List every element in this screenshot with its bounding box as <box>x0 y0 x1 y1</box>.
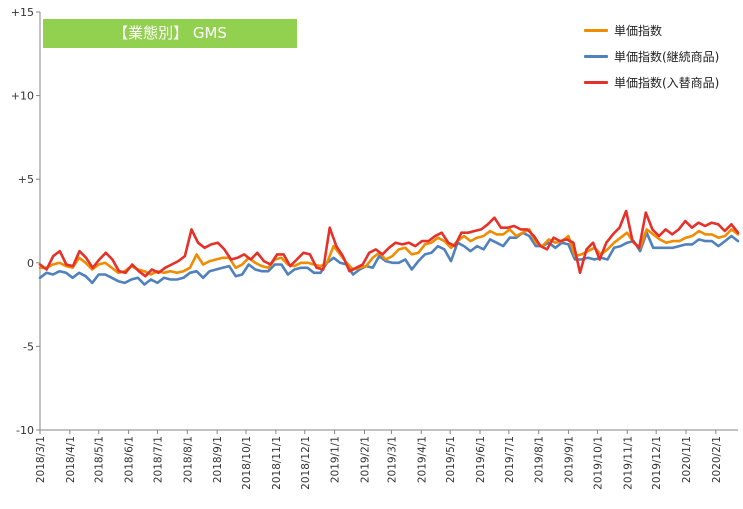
x-tick-label: 2018/6/1 <box>124 436 136 483</box>
legend-swatch <box>584 80 608 84</box>
y-tick-label: +5 <box>18 173 34 186</box>
series-line-0 <box>38 228 740 276</box>
series-line-1 <box>38 231 740 286</box>
x-tick-label: 2020/1/1 <box>681 436 693 483</box>
x-tick-label: 2018/12/1 <box>300 436 312 490</box>
x-axis-ticks: 2018/3/1 2018/4/1 2018/5/1 2018/6/1 2018/7/1… <box>35 430 723 490</box>
legend-item-continuing-products: 単価指数(継続商品) <box>584 43 740 69</box>
x-tick-label: 2019/8/1 <box>534 436 546 483</box>
x-tick-label: 2019/9/1 <box>564 436 576 483</box>
x-tick-label: 2019/11/1 <box>622 436 634 490</box>
y-tick-label: +10 <box>11 90 34 103</box>
y-axis-ticks: +15 +10 +5 0 -5 -10 <box>11 6 40 437</box>
legend-item-unit-price-index: 単価指数 <box>584 17 740 43</box>
legend: 単価指数 単価指数(継続商品) 単価指数(入替商品) <box>584 17 740 95</box>
chart-title: 【業態別】 GMS <box>43 19 297 48</box>
x-tick-label: 2018/4/1 <box>65 436 77 483</box>
x-tick-label: 2019/10/1 <box>592 436 604 490</box>
x-tick-label: 2019/2/1 <box>359 436 371 483</box>
x-tick-label: 2019/5/1 <box>445 436 457 483</box>
x-tick-label: 2018/5/1 <box>94 436 106 483</box>
x-tick-label: 2018/8/1 <box>182 436 194 483</box>
x-tick-label: 2019/1/1 <box>330 436 342 483</box>
x-tick-label: 2019/6/1 <box>475 436 487 483</box>
y-tick-label: +15 <box>11 6 34 19</box>
x-tick-label: 2018/10/1 <box>241 436 253 490</box>
x-tick-label: 2020/2/1 <box>711 436 723 483</box>
legend-swatch <box>584 54 608 58</box>
series-line-2 <box>38 209 740 278</box>
y-tick-label: -10 <box>16 424 34 437</box>
series-layer <box>38 209 740 286</box>
legend-swatch <box>584 28 608 32</box>
x-tick-label: 2019/7/1 <box>504 436 516 483</box>
x-tick-label: 2018/3/1 <box>35 436 47 483</box>
y-tick-label: 0 <box>27 257 34 270</box>
legend-label: 単価指数 <box>614 23 663 38</box>
x-tick-label: 2019/12/1 <box>651 436 663 490</box>
legend-item-replaced-products: 単価指数(入替商品) <box>584 69 740 95</box>
x-tick-label: 2019/4/1 <box>416 436 428 483</box>
x-tick-label: 2018/7/1 <box>152 436 164 483</box>
x-tick-label: 2018/9/1 <box>212 436 224 483</box>
x-tick-label: 2018/11/1 <box>271 436 283 490</box>
y-tick-label: -5 <box>23 340 34 353</box>
legend-label: 単価指数(継続商品) <box>614 49 720 64</box>
x-tick-label: 2019/3/1 <box>386 436 398 483</box>
legend-label: 単価指数(入替商品) <box>614 75 720 90</box>
